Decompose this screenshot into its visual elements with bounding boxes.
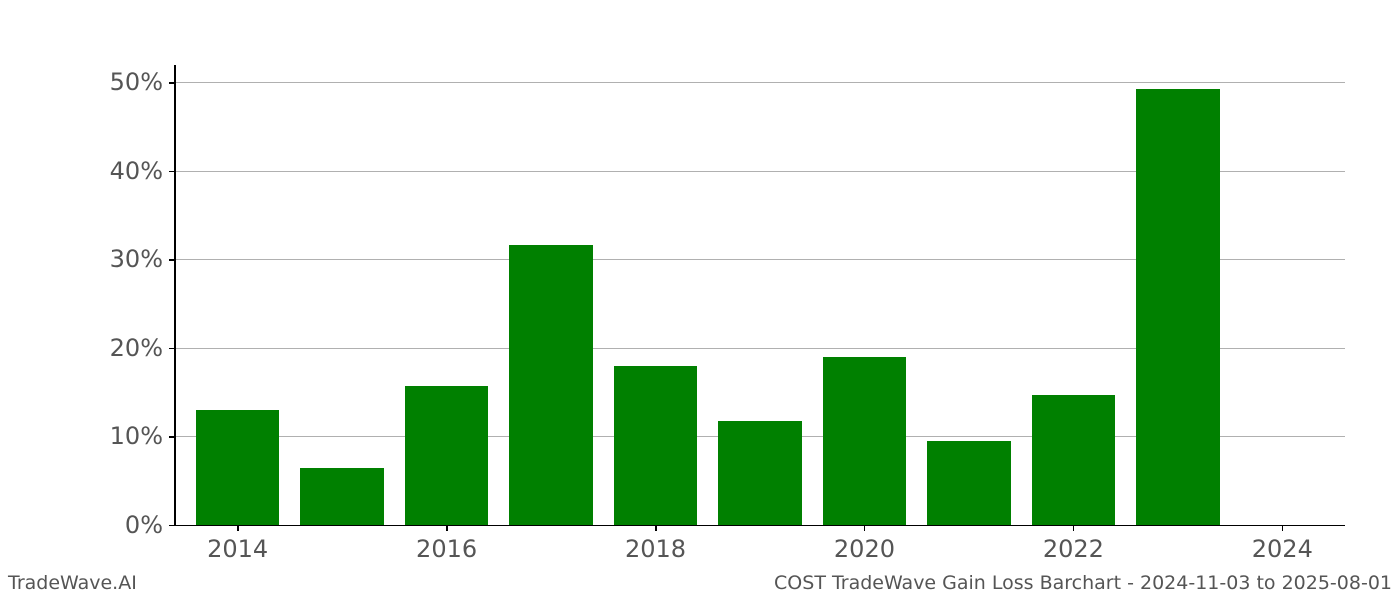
y-tick <box>169 171 175 173</box>
y-tick <box>169 348 175 350</box>
x-tick-label: 2016 <box>407 535 487 563</box>
y-tick-label: 0% <box>125 511 163 539</box>
x-tick <box>655 525 657 531</box>
y-tick <box>169 525 175 527</box>
bar <box>196 410 280 525</box>
y-axis-spine <box>174 65 176 525</box>
bar <box>509 245 593 525</box>
bar <box>614 366 698 525</box>
y-tick-label: 30% <box>110 245 163 273</box>
bar <box>405 386 489 525</box>
x-tick-label: 2014 <box>198 535 278 563</box>
x-tick <box>237 525 239 531</box>
x-tick <box>864 525 866 531</box>
x-tick <box>446 525 448 531</box>
footer-right-label: COST TradeWave Gain Loss Barchart - 2024… <box>774 572 1392 594</box>
bar <box>927 441 1011 525</box>
grid-line <box>175 82 1345 83</box>
y-tick-label: 20% <box>110 334 163 362</box>
bar <box>1136 89 1220 525</box>
bar <box>718 421 802 525</box>
footer-left-label: TradeWave.AI <box>8 572 137 594</box>
bar <box>823 357 907 525</box>
bar <box>1032 395 1116 525</box>
bar <box>300 468 384 526</box>
y-tick-label: 40% <box>110 157 163 185</box>
y-tick-label: 10% <box>110 422 163 450</box>
y-tick <box>169 259 175 261</box>
x-tick <box>1282 525 1284 531</box>
y-tick <box>169 436 175 438</box>
x-tick-label: 2020 <box>824 535 904 563</box>
y-tick <box>169 82 175 84</box>
x-tick <box>1073 525 1075 531</box>
y-tick-label: 50% <box>110 68 163 96</box>
x-tick-label: 2024 <box>1242 535 1322 563</box>
x-tick-label: 2022 <box>1033 535 1113 563</box>
x-tick-label: 2018 <box>616 535 696 563</box>
chart-container: TradeWave.AI COST TradeWave Gain Loss Ba… <box>0 0 1400 600</box>
